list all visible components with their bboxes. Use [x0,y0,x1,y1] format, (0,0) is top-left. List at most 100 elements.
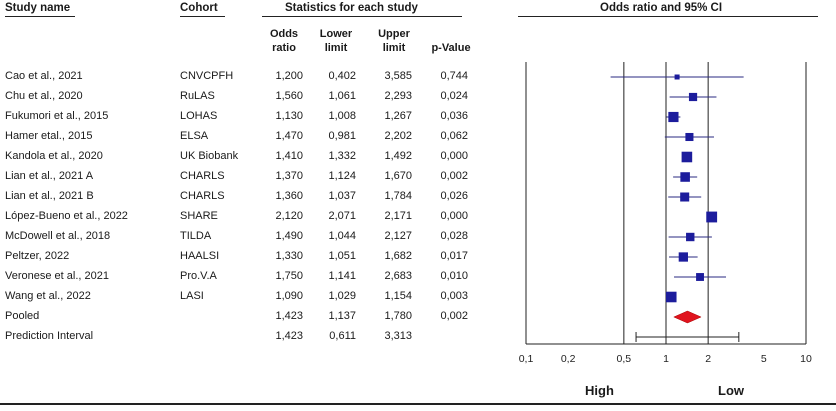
upper-limit-cell: 1,154 [384,290,412,302]
study-marker [696,273,704,281]
col-upper-header: Upper limit [372,27,416,55]
study-marker [686,232,695,242]
odds-ratio-cell: 1,330 [275,250,303,262]
pooled-diamond [673,310,702,324]
study-marker [674,74,680,80]
study-name-cell: Veronese et al., 2021 [5,270,109,282]
study-name-cell: McDowell et al., 2018 [5,230,111,242]
p-value-cell: 0,000 [440,210,468,222]
cohort-cell: SHARE [180,210,218,222]
x-tick-label: 0,2 [561,353,576,365]
header-statistics: Statistics for each study [285,2,418,14]
study-marker [685,132,694,142]
cohort-cell: CHARLS [180,170,225,182]
col-upper-line2: limit [382,42,406,54]
col-odds-ratio-header: Odds ratio [262,27,306,55]
cohort-cell: CNVCPFH [180,70,234,82]
upper-limit-cell: 1,492 [384,150,412,162]
upper-limit-cell: 2,127 [384,230,412,242]
x-tick-label: 5 [761,353,767,365]
study-name-cell: Pooled [5,310,40,322]
header-forest-underline [518,16,818,17]
lower-limit-cell: 1,332 [328,150,356,162]
study-name-cell: Peltzer, 2022 [5,250,70,262]
col-upper-line1: Upper [378,28,410,40]
p-value-cell: 0,026 [440,190,468,202]
odds-ratio-cell: 1,090 [275,290,303,302]
x-tick-label: 2 [705,353,711,365]
x-tick-label: 10 [800,353,812,365]
study-marker [668,111,679,123]
lower-limit-cell: 1,029 [328,290,356,302]
study-name-cell: Prediction Interval [5,330,94,342]
x-tick-label: 1 [663,353,669,365]
p-value-cell: 0,000 [440,150,468,162]
cohort-cell: CHARLS [180,190,225,202]
p-value-cell: 0,010 [440,270,468,282]
lower-limit-cell: 0,402 [328,70,356,82]
lower-limit-cell: 2,071 [328,210,356,222]
col-lower-line1: Lower [319,28,353,40]
study-marker [681,151,693,163]
header-statistics-underline [262,16,462,17]
upper-limit-cell: 1,682 [384,250,412,262]
cohort-cell: ELSA [180,130,209,142]
header-study-name: Study name [5,2,71,14]
x-tick-label: 0,1 [519,353,534,365]
p-value-cell: 0,028 [440,230,468,242]
odds-ratio-cell: 1,130 [275,110,303,122]
col-p-line2: p-Value [431,42,471,54]
cohort-cell: UK Biobank [180,150,239,162]
upper-limit-cell: 1,780 [384,310,412,322]
lower-limit-cell: 1,008 [328,110,356,122]
upper-limit-cell: 3,585 [384,70,412,82]
study-name-cell: Wang et al., 2022 [5,290,91,302]
upper-limit-cell: 1,670 [384,170,412,182]
cohort-cell: HAALSI [180,250,220,262]
odds-ratio-cell: 1,410 [275,150,303,162]
header-forest: Odds ratio and 95% CI [600,2,723,14]
cohort-cell: TILDA [180,230,212,242]
x-tick-label: 0,5 [617,353,632,365]
p-value-cell: 0,744 [440,70,468,82]
odds-ratio-cell: 2,120 [275,210,303,222]
study-name-cell: López-Bueno et al., 2022 [5,210,128,222]
study-name-cell: Cao et al., 2021 [5,70,83,82]
odds-ratio-cell: 1,370 [275,170,303,182]
cohort-cell: Pro.V.A [180,270,217,282]
lower-limit-cell: 1,137 [328,310,356,322]
upper-limit-cell: 2,293 [384,90,412,102]
study-marker [680,172,690,182]
p-value-cell: 0,024 [440,90,468,102]
study-name-cell: Fukumori et al., 2015 [5,110,109,122]
study-name-cell: Kandola et al., 2020 [5,150,103,162]
odds-ratio-cell: 1,560 [275,90,303,102]
odds-ratio-cell: 1,470 [275,130,303,142]
col-or-line1: Odds [269,28,299,40]
p-value-cell: 0,036 [440,110,468,122]
upper-limit-cell: 1,784 [384,190,412,202]
odds-ratio-cell: 1,200 [275,70,303,82]
study-marker [688,92,698,102]
label-low: Low [718,383,744,398]
odds-ratio-cell: 1,423 [275,310,303,322]
col-pvalue-header: p-Value [426,27,476,55]
upper-limit-cell: 2,683 [384,270,412,282]
header-cohort-underline [180,16,225,17]
label-high: High [585,383,614,398]
p-value-cell: 0,062 [440,130,468,142]
cohort-cell: LOHAS [180,110,218,122]
study-marker [678,252,688,262]
study-name-cell: Lian et al., 2021 A [5,170,94,182]
lower-limit-cell: 1,141 [328,270,356,282]
study-name-cell: Lian et al., 2021 B [5,190,94,202]
lower-limit-cell: 1,124 [328,170,356,182]
odds-ratio-cell: 1,750 [275,270,303,282]
study-marker [706,211,718,223]
lower-limit-cell: 0,981 [328,130,356,142]
odds-ratio-cell: 1,490 [275,230,303,242]
cohort-cell: RuLAS [180,90,215,102]
col-lower-header: Lower limit [314,27,358,55]
study-marker [665,291,677,303]
